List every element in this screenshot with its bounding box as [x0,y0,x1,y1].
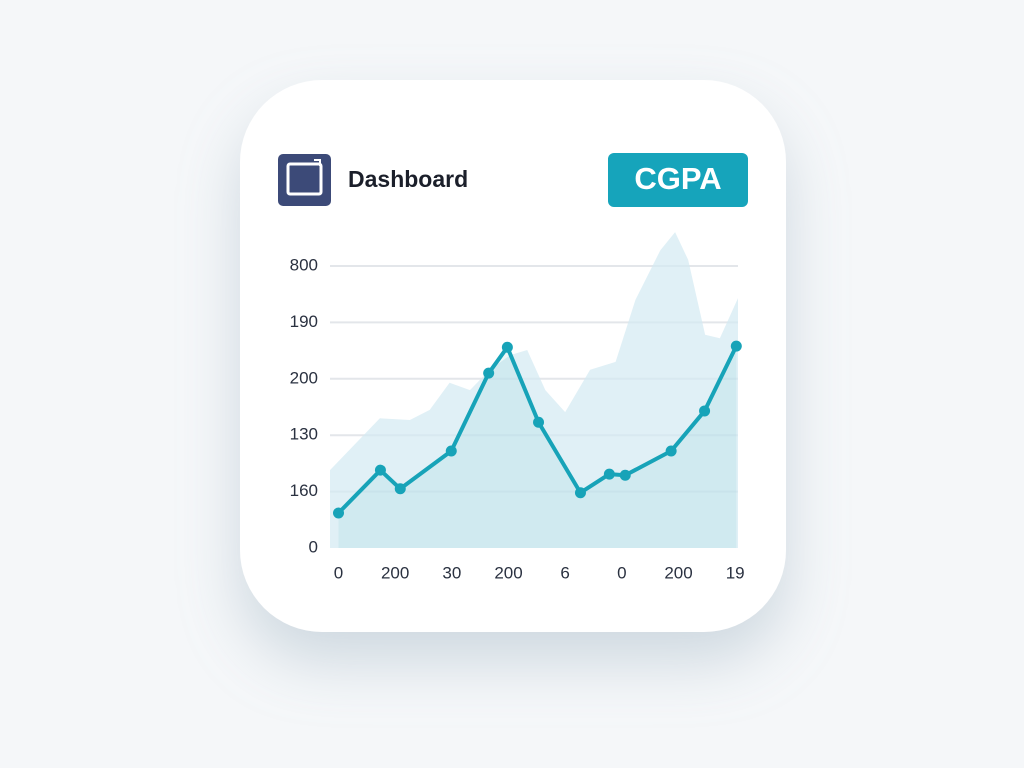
x-tick-label: 200 [494,563,522,582]
y-tick-label: 0 [309,537,318,556]
x-tick-label: 6 [560,563,569,582]
point [333,507,344,519]
point [619,469,631,481]
title: Dashboard [348,166,468,192]
x-tick-label: 200 [664,563,692,582]
x-tick-label: 200 [381,563,409,582]
x-tick-label: 0 [334,563,343,582]
point [394,483,406,495]
badge[interactable] [608,153,748,207]
point [445,445,457,457]
point [699,405,711,417]
y-tick-label: 800 [290,255,318,274]
x-tick-label: 0 [617,563,626,582]
point [574,487,586,499]
point [483,367,495,379]
point [501,341,513,353]
point [603,468,615,480]
y-tick-label: 160 [290,481,318,500]
chart: 0 160 130 200 190 800 0 200 30 200 6 0 200 19 [290,232,745,582]
app-icon [278,154,331,206]
point [730,340,742,352]
badge-label: CGPA [634,161,721,196]
x-tick-label: 19 [726,563,745,582]
point [374,464,386,476]
y-tick-label: 130 [290,425,318,444]
point [533,416,545,428]
point [665,445,677,457]
y-tick-label: 190 [290,312,318,331]
y-tick-label: 200 [290,368,318,387]
x-tick-label: 30 [442,563,461,582]
line-fill [338,346,737,548]
